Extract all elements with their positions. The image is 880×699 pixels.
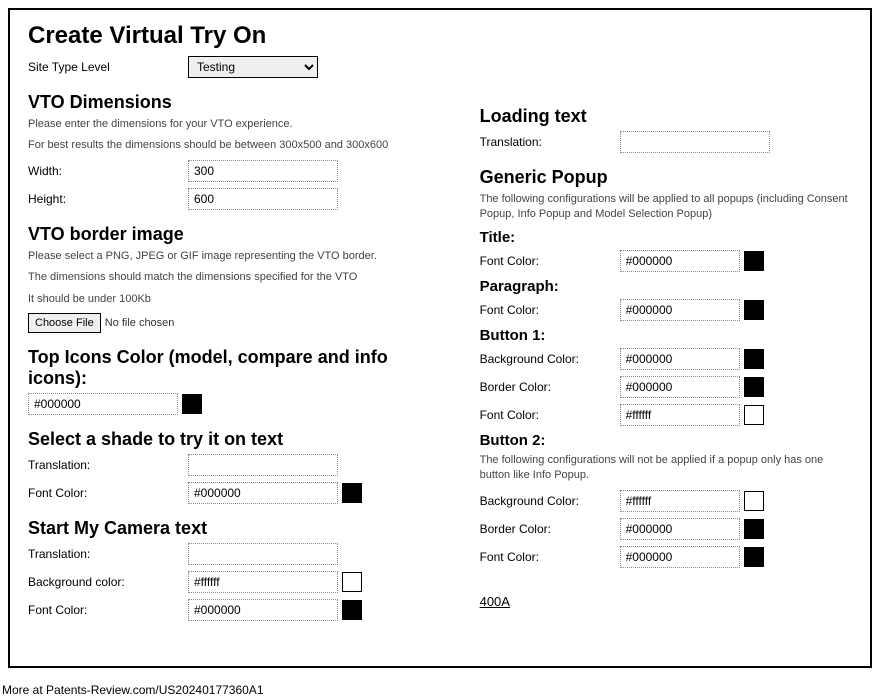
camera-bg-input[interactable] bbox=[188, 571, 338, 593]
shade-font-swatch[interactable] bbox=[342, 483, 362, 503]
btn1-border-swatch[interactable] bbox=[744, 377, 764, 397]
btn1-bg-swatch[interactable] bbox=[744, 349, 764, 369]
camera-text-heading: Start My Camera text bbox=[28, 518, 440, 539]
dimensions-desc2: For best results the dimensions should b… bbox=[28, 138, 440, 153]
btn1-bg-label: Background Color: bbox=[480, 352, 620, 366]
file-status: No file chosen bbox=[105, 317, 175, 329]
right-column: Loading text Translation: Generic Popup … bbox=[480, 56, 852, 627]
width-label: Width: bbox=[28, 164, 188, 178]
camera-bg-label: Background color: bbox=[28, 575, 188, 589]
btn1-font-input[interactable] bbox=[620, 404, 740, 426]
height-label: Height: bbox=[28, 192, 188, 206]
btn2-bg-input[interactable] bbox=[620, 490, 740, 512]
popup-title-font-input[interactable] bbox=[620, 250, 740, 272]
btn1-border-label: Border Color: bbox=[480, 380, 620, 394]
shade-text-heading: Select a shade to try it on text bbox=[28, 429, 440, 450]
left-column: Site Type Level Testing VTO Dimensions P… bbox=[28, 56, 440, 627]
popup-para-font-label: Font Color: bbox=[480, 303, 620, 317]
choose-file-button[interactable]: Choose File bbox=[28, 313, 101, 333]
btn2-font-label: Font Color: bbox=[480, 550, 620, 564]
shade-font-input[interactable] bbox=[188, 482, 338, 504]
border-desc1: Please select a PNG, JPEG or GIF image r… bbox=[28, 249, 440, 264]
popup-title-font-label: Font Color: bbox=[480, 254, 620, 268]
popup-para-font-input[interactable] bbox=[620, 299, 740, 321]
btn2-border-label: Border Color: bbox=[480, 522, 620, 536]
border-desc3: It should be under 100Kb bbox=[28, 292, 440, 307]
popup-heading: Generic Popup bbox=[480, 167, 852, 188]
btn1-border-input[interactable] bbox=[620, 376, 740, 398]
footer-text: More at Patents-Review.com/US20240177360… bbox=[2, 683, 264, 697]
popup-btn2-section: Button 2: bbox=[480, 432, 852, 449]
camera-bg-swatch[interactable] bbox=[342, 572, 362, 592]
btn2-bg-swatch[interactable] bbox=[744, 491, 764, 511]
loading-heading: Loading text bbox=[480, 106, 852, 127]
btn2-border-swatch[interactable] bbox=[744, 519, 764, 539]
loading-translation-input[interactable] bbox=[620, 131, 770, 153]
btn1-font-label: Font Color: bbox=[480, 408, 620, 422]
btn1-bg-input[interactable] bbox=[620, 348, 740, 370]
popup-title-section: Title: bbox=[480, 229, 852, 246]
camera-translation-label: Translation: bbox=[28, 547, 188, 561]
camera-font-swatch[interactable] bbox=[342, 600, 362, 620]
shade-translation-label: Translation: bbox=[28, 458, 188, 472]
btn2-border-input[interactable] bbox=[620, 518, 740, 540]
shade-font-label: Font Color: bbox=[28, 486, 188, 500]
btn2-desc: The following configurations will not be… bbox=[480, 453, 852, 484]
border-image-heading: VTO border image bbox=[28, 224, 440, 245]
width-input[interactable] bbox=[188, 160, 338, 182]
site-type-select[interactable]: Testing bbox=[188, 56, 318, 78]
dimensions-heading: VTO Dimensions bbox=[28, 92, 440, 113]
btn2-font-swatch[interactable] bbox=[744, 547, 764, 567]
popup-desc: The following configurations will be app… bbox=[480, 192, 852, 223]
loading-translation-label: Translation: bbox=[480, 135, 620, 149]
popup-para-section: Paragraph: bbox=[480, 278, 852, 295]
popup-para-font-swatch[interactable] bbox=[744, 300, 764, 320]
site-type-label: Site Type Level bbox=[28, 60, 188, 74]
popup-btn1-section: Button 1: bbox=[480, 327, 852, 344]
figure-reference: 400A bbox=[480, 594, 510, 609]
shade-translation-input[interactable] bbox=[188, 454, 338, 476]
btn2-font-input[interactable] bbox=[620, 546, 740, 568]
border-desc2: The dimensions should match the dimensio… bbox=[28, 270, 440, 285]
popup-title-font-swatch[interactable] bbox=[744, 251, 764, 271]
page-title: Create Virtual Try On bbox=[28, 22, 852, 50]
height-input[interactable] bbox=[188, 188, 338, 210]
btn2-bg-label: Background Color: bbox=[480, 494, 620, 508]
camera-font-input[interactable] bbox=[188, 599, 338, 621]
camera-translation-input[interactable] bbox=[188, 543, 338, 565]
top-icons-heading: Top Icons Color (model, compare and info… bbox=[28, 347, 440, 389]
camera-font-label: Font Color: bbox=[28, 603, 188, 617]
form-panel: Create Virtual Try On Site Type Level Te… bbox=[8, 8, 872, 668]
top-icons-swatch[interactable] bbox=[182, 394, 202, 414]
top-icons-color-input[interactable] bbox=[28, 393, 178, 415]
btn1-font-swatch[interactable] bbox=[744, 405, 764, 425]
dimensions-desc1: Please enter the dimensions for your VTO… bbox=[28, 117, 440, 132]
